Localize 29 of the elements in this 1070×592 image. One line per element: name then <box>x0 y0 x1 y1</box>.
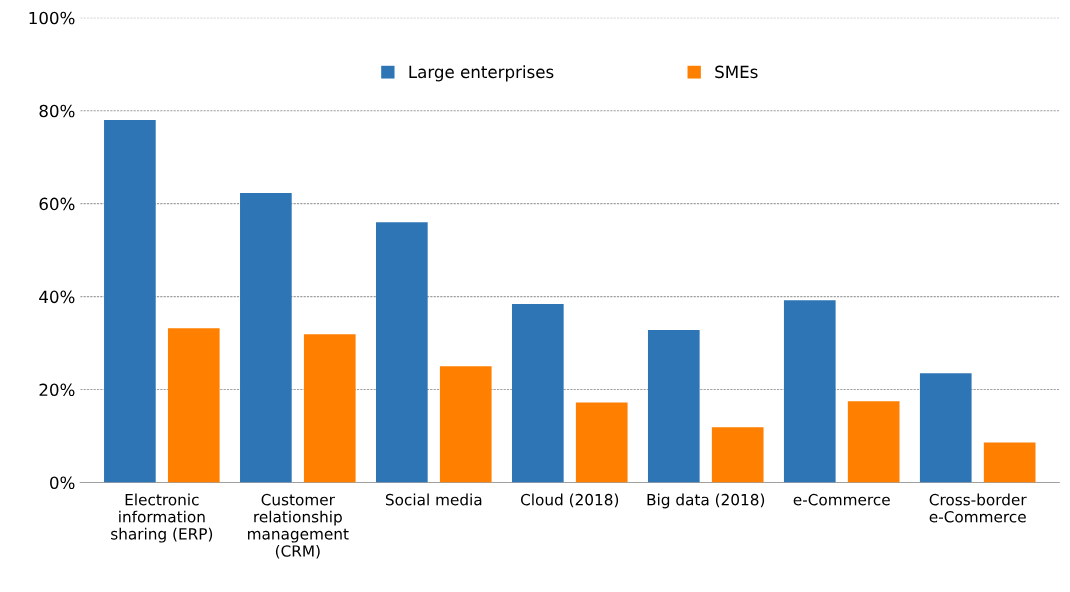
legend-label: SMEs <box>715 65 758 79</box>
bar <box>104 120 156 483</box>
y-tick-label: 60% <box>39 197 75 211</box>
bar <box>240 192 292 483</box>
bar <box>983 442 1036 483</box>
bar <box>303 334 356 483</box>
legend-label: Large enterprises <box>409 65 554 82</box>
bar <box>511 304 564 483</box>
x-tick-label: Cross-border e-Commerce <box>929 493 1027 523</box>
y-tick-label: 20% <box>39 383 75 397</box>
x-tick-label: Cloud (2018) <box>520 493 619 508</box>
bar <box>439 366 492 483</box>
y-tick-label: 40% <box>39 290 75 304</box>
y-tick-label: 100% <box>29 11 75 25</box>
bar <box>167 328 220 483</box>
bar <box>783 300 836 483</box>
bar <box>711 427 764 483</box>
y-tick-label: 80% <box>39 104 75 118</box>
x-tick-label: Customer relationship management (CRM) <box>248 493 349 559</box>
x-tick-label: Electronic information sharing (ERP) <box>111 493 213 543</box>
bar <box>847 401 900 483</box>
x-tick-label: Big data (2018) <box>647 493 765 509</box>
x-tick-label: Social media <box>385 493 482 506</box>
bar <box>919 373 972 483</box>
bar <box>376 222 428 483</box>
y-tick-label: 0% <box>50 476 75 490</box>
bar <box>575 402 628 483</box>
bar <box>647 330 700 483</box>
x-tick-label: e-Commerce <box>793 493 890 506</box>
